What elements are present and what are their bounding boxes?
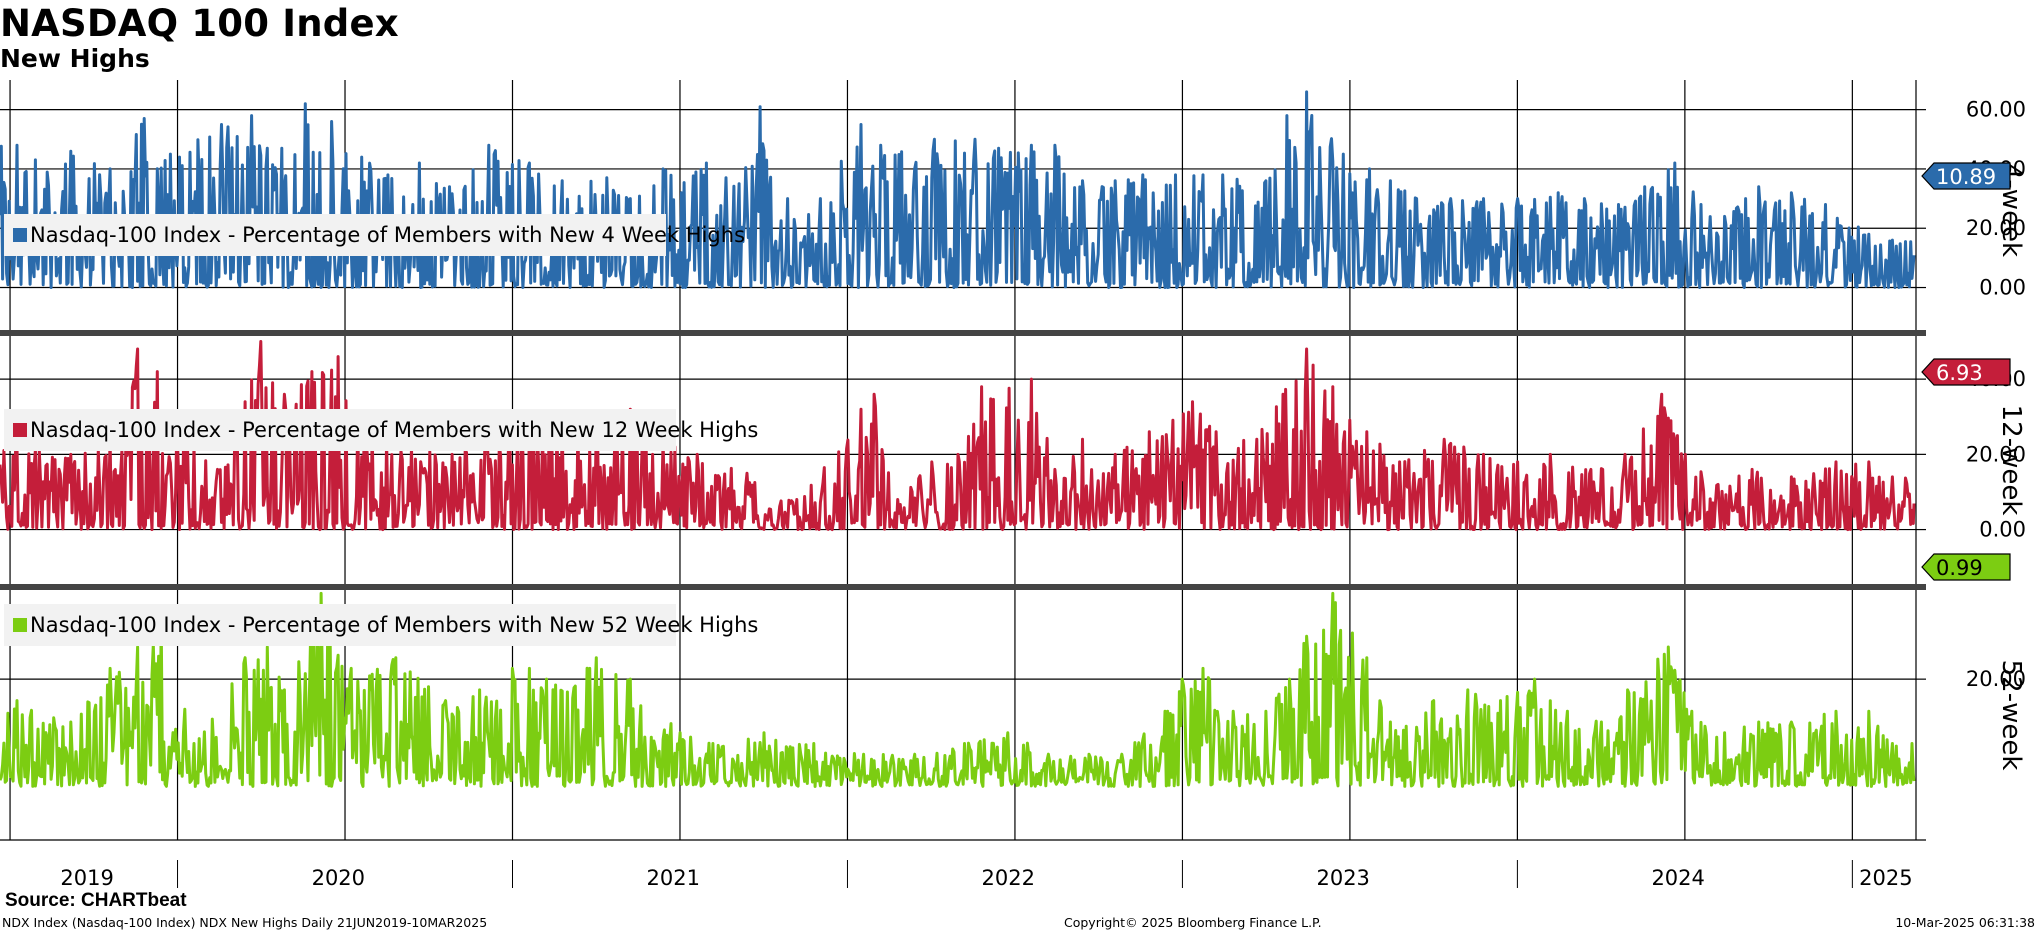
panel-separator (0, 584, 1926, 590)
x-tick-label: 2024 (1651, 866, 1704, 890)
last-value-label: 6.93 (1936, 361, 1983, 385)
footer-timestamp: 10-Mar-2025 06:31:38 (1895, 915, 2035, 930)
y-tick-label: 60.00 (1966, 98, 2026, 122)
x-tick-label: 2020 (312, 866, 365, 890)
legend-swatch (13, 228, 27, 242)
footer-security-info: NDX Index (Nasdaq-100 Index) NDX New Hig… (2, 915, 488, 930)
last-value-label: 10.89 (1936, 165, 1996, 189)
panel-label-52-week: 52-week (1996, 660, 2026, 771)
last-value-tag: 10.89 (1921, 162, 2011, 190)
series-line-4-week (0, 90, 1916, 289)
legend-background (4, 214, 666, 256)
last-value-marker (1921, 358, 2011, 386)
series-line-52-week (0, 591, 1916, 788)
series-line-12-week (0, 340, 1916, 532)
y-tick-label: 0.00 (1979, 518, 2026, 542)
legend-52-week: Nasdaq-100 Index - Percentage of Members… (4, 604, 758, 646)
panel-separator (0, 330, 1926, 336)
footer-copyright: Copyright© 2025 Bloomberg Finance L.P. (1064, 915, 1322, 930)
chart-subtitle: New Highs (0, 44, 150, 73)
x-tick-label: 2021 (647, 866, 700, 890)
legend-text: Nasdaq-100 Index - Percentage of Members… (30, 418, 758, 442)
x-tick-label: 2022 (982, 866, 1035, 890)
y-tick-label: 0.00 (1979, 276, 2026, 300)
y-tick-label: 20.00 (1966, 667, 2026, 691)
legend-background (4, 604, 676, 646)
panel-52-week: 20.00 Nasdaq-100 Index - Percentage of Me… (0, 553, 2026, 840)
last-value-marker (1921, 553, 2011, 581)
legend-swatch (13, 618, 27, 632)
legend-swatch (13, 423, 27, 437)
last-value-label: 0.99 (1936, 556, 1983, 580)
last-value-tag: 6.93 (1921, 358, 2011, 386)
x-tick-label: 2025 (1859, 866, 1912, 890)
legend-4-week: Nasdaq-100 Index - Percentage of Members… (4, 214, 745, 256)
legend-text: Nasdaq-100 Index - Percentage of Members… (30, 223, 745, 247)
last-value-tag: 0.99 (1921, 553, 2011, 581)
legend-background (4, 409, 676, 451)
x-tick-label: 2019 (60, 866, 113, 890)
y-tick-label: 20.00 (1966, 442, 2026, 466)
panel-label-12-week: 12-week (1996, 405, 2026, 516)
chart-title: NASDAQ 100 Index (0, 2, 399, 45)
x-tick-label: 2023 (1316, 866, 1369, 890)
y-tick-label: 20.00 (1966, 216, 2026, 240)
source-label: Source: CHARTbeat (5, 890, 187, 911)
legend-12-week: Nasdaq-100 Index - Percentage of Members… (4, 409, 758, 451)
last-value-marker (1921, 162, 2011, 190)
legend-text: Nasdaq-100 Index - Percentage of Members… (30, 613, 758, 637)
